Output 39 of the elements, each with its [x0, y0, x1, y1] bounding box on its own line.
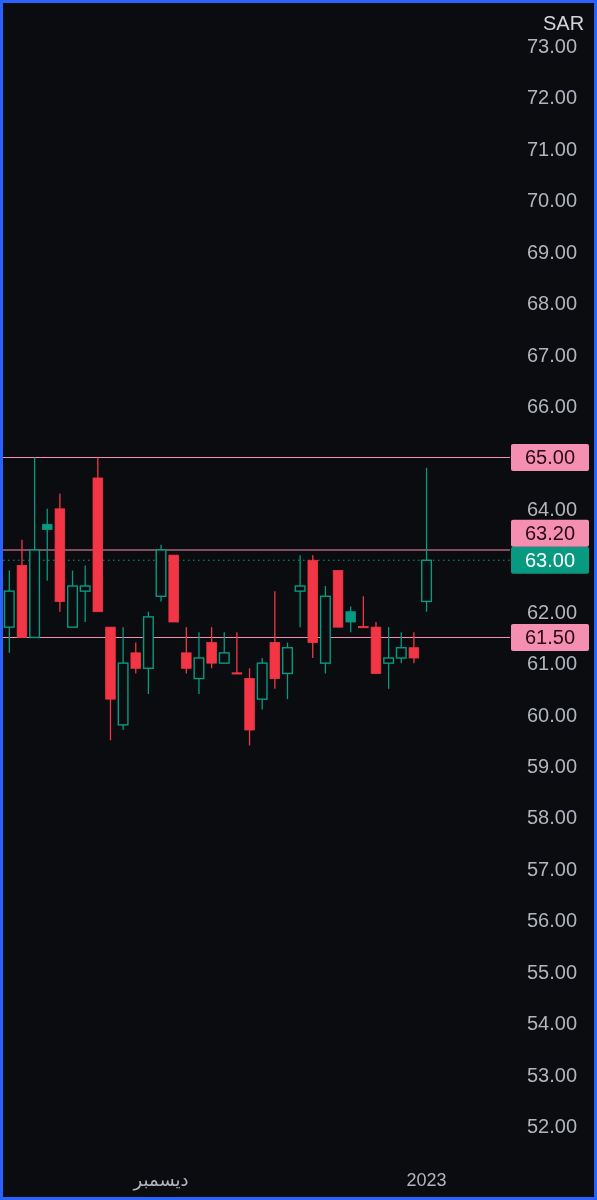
y-tick-label: 67.00: [527, 343, 578, 366]
y-tick-label: 60.00: [527, 703, 578, 726]
candlestick: [345, 605, 356, 633]
candlestick: [181, 626, 192, 675]
ref-line-label: 61.50: [524, 626, 576, 649]
y-tick-label: 72.00: [527, 86, 578, 109]
candlestick: [193, 631, 205, 695]
y-tick-label: 62.00: [527, 600, 578, 623]
y-axis-title: SAR: [543, 12, 585, 34]
y-tick-label: 73.00: [527, 35, 578, 57]
candlestick: [408, 631, 420, 664]
candlestick: [395, 631, 407, 664]
y-tick-label: 57.00: [527, 857, 578, 880]
ref-line-label: 65.00: [524, 446, 576, 469]
y-tick-label: 59.00: [527, 755, 578, 777]
candlestick: [383, 626, 395, 690]
y-tick-label: 68.00: [527, 292, 578, 315]
y-tick-label: 53.00: [527, 1063, 578, 1086]
y-tick-label: 66.00: [527, 395, 578, 417]
y-tick-label: 52.00: [527, 1115, 578, 1137]
y-tick-label: 64.00: [527, 497, 578, 520]
y-tick-label: 58.00: [527, 806, 578, 829]
y-tick-label: 69.00: [527, 240, 578, 263]
x-tick-label: 2023: [406, 1170, 447, 1190]
y-tick-label: 61.00: [527, 652, 578, 675]
candlestick: [358, 595, 369, 629]
candlestick: [218, 631, 230, 664]
y-tick-label: 54.00: [527, 1012, 578, 1035]
ref-line-label: 63.20: [524, 522, 576, 545]
y-tick-label: 55.00: [527, 960, 578, 983]
candlestick: [130, 641, 141, 675]
y-tick-label: 71.00: [527, 137, 578, 160]
y-tick-label: 70.00: [527, 189, 578, 212]
candlestick: [79, 564, 91, 623]
x-tick-label: ديسمبر: [132, 1170, 189, 1191]
candlestick: [231, 631, 243, 675]
y-tick-label: 56.00: [527, 909, 578, 932]
candlestick: [206, 626, 217, 669]
ref-line-label: 63.00: [524, 549, 576, 572]
